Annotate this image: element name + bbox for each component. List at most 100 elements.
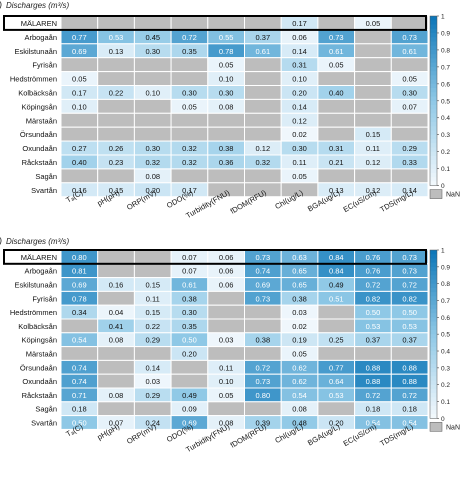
heatmap-cell xyxy=(390,346,429,361)
cell-value-label: 0.10 xyxy=(292,75,307,84)
heatmap-cell xyxy=(207,168,246,184)
colorbar-tick-label: 0.8 xyxy=(441,47,450,54)
colorbar-segment xyxy=(430,121,437,127)
cell-value-label: 0.51 xyxy=(329,294,344,303)
heatmap-cell xyxy=(390,415,429,430)
cell-value-label: 0.09 xyxy=(182,405,197,414)
heatmap-cell xyxy=(244,168,282,184)
heatmap-cell xyxy=(244,318,282,334)
cell-value-label: 0.53 xyxy=(109,33,124,42)
heatmap-cell xyxy=(317,346,356,361)
colorbar-tick-label: 0 xyxy=(441,416,445,423)
row-label: Fyrisån xyxy=(32,61,57,70)
cell-value-label: 0.49 xyxy=(182,391,197,400)
colorbar-segment xyxy=(430,24,437,30)
heatmap-cell xyxy=(133,98,172,114)
cell-value-label: 0.11 xyxy=(293,158,307,167)
cell-value-label: 0.10 xyxy=(219,75,234,84)
heatmap-cell xyxy=(207,15,246,31)
colorbar-tick-label: 0.5 xyxy=(441,98,450,105)
cell-value-label: 0.30 xyxy=(182,308,197,317)
cell-value-label: 0.03 xyxy=(219,336,234,345)
heatmap-cell xyxy=(97,71,135,86)
cell-value-label: 0.10 xyxy=(219,377,234,386)
heatmap-cell xyxy=(317,126,356,142)
row-label: Kolbäcksån xyxy=(18,322,57,331)
cell-value-label: 0.72 xyxy=(402,391,417,400)
row-label: MÄLAREN xyxy=(21,19,57,28)
heatmap-cell xyxy=(97,168,135,184)
cell-value-label: 0.12 xyxy=(366,186,381,195)
colorbar-segment xyxy=(430,397,437,403)
cell-value-label: 0.14 xyxy=(292,102,307,111)
cell-value-label: 0.77 xyxy=(329,363,344,372)
colorbar-segment xyxy=(430,58,437,64)
heatmap-cell xyxy=(244,401,282,417)
cell-value-label: 0.38 xyxy=(182,294,197,303)
cell-value-label: 0.35 xyxy=(182,47,197,56)
row-label: Kolbäcksån xyxy=(18,88,57,97)
colorbar-segment xyxy=(430,41,437,47)
cell-value-label: 0.71 xyxy=(72,391,87,400)
cell-value-label: 0.37 xyxy=(402,336,417,345)
cell-value-label: 0.14 xyxy=(292,47,307,56)
cell-value-label: 0.18 xyxy=(366,405,381,414)
colorbar-segment xyxy=(430,172,437,178)
heatmap-cell xyxy=(207,126,246,142)
colorbar-segment xyxy=(430,367,437,373)
colorbar-segment xyxy=(430,28,437,34)
cell-value-label: 0.38 xyxy=(292,294,307,303)
colorbar-segment xyxy=(430,105,437,110)
cell-value-label: 0.05 xyxy=(219,391,234,400)
heatmap-cell xyxy=(170,112,209,128)
cell-value-label: 0.54 xyxy=(72,336,87,345)
row-label: Eskilstunaån xyxy=(14,47,57,56)
cell-value-label: 0.15 xyxy=(145,281,160,290)
colorbar-segment xyxy=(430,300,437,306)
row-label: Märstaån xyxy=(26,116,57,125)
heatmap-cell xyxy=(97,373,135,389)
cell-value-label: 0.05 xyxy=(292,172,307,181)
cell-value-label: 0.31 xyxy=(292,61,307,70)
row-label: Hedströmmen xyxy=(10,308,57,317)
colorbar-segment xyxy=(430,292,437,297)
colorbar-segment xyxy=(430,66,437,72)
cell-value-label: 0.37 xyxy=(366,336,381,345)
heatmap-cell xyxy=(207,401,246,417)
row-label: Örsundaån xyxy=(20,363,57,372)
cell-value-label: 0.77 xyxy=(72,33,87,42)
heatmap-cell xyxy=(354,346,392,361)
row-label: Köpingsån xyxy=(22,102,57,111)
heatmap-cell xyxy=(97,112,135,128)
cell-value-label: 0.15 xyxy=(109,186,124,195)
heatmap-cell xyxy=(133,57,172,73)
cell-value-label: 0.02 xyxy=(292,130,307,139)
heatmap-cell xyxy=(97,126,135,142)
row-label: Sagån xyxy=(35,172,57,181)
cell-value-label: 0.04 xyxy=(109,308,124,317)
cell-value-label: 0.54 xyxy=(292,391,307,400)
cell-value-label: 0.11 xyxy=(219,363,233,372)
cell-value-label: 0.50 xyxy=(72,419,87,428)
heatmap-cell xyxy=(60,112,99,128)
cell-value-label: 0.53 xyxy=(366,322,381,331)
heatmap-cell xyxy=(390,168,429,184)
heatmap-cell xyxy=(354,98,392,114)
row-label: Råckstaån xyxy=(22,391,57,400)
row-label: Arbogaån xyxy=(24,267,57,276)
colorbar-segment xyxy=(430,96,437,102)
cell-value-label: 0.82 xyxy=(366,294,381,303)
row-label: Råckstaån xyxy=(22,158,57,167)
cell-value-label: 0.72 xyxy=(366,391,381,400)
row-label: Arbogaån xyxy=(24,33,57,42)
cell-value-label: 0.03 xyxy=(145,377,160,386)
cell-value-label: 0.33 xyxy=(402,158,417,167)
heatmap-cell xyxy=(97,98,135,114)
heatmap-cell xyxy=(60,15,99,31)
row-label: Fyrisån xyxy=(32,294,57,303)
heatmap-cell xyxy=(244,346,282,361)
heatmap-cell xyxy=(170,15,209,31)
heatmap-cell xyxy=(133,15,172,31)
cell-value-label: 0.14 xyxy=(145,363,160,372)
cell-value-label: 0.65 xyxy=(292,281,307,290)
